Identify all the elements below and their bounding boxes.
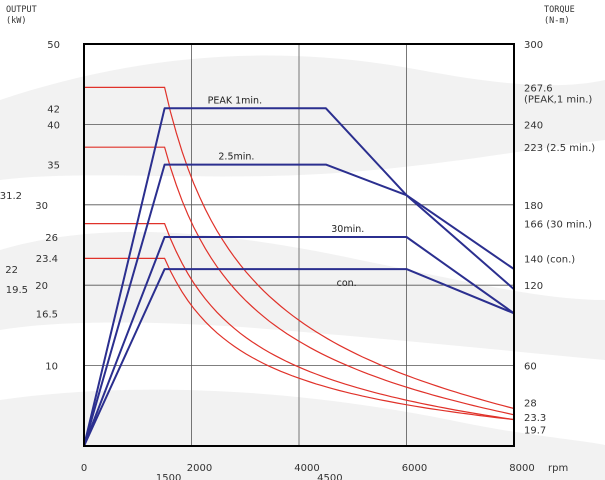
annotation-0: PEAK 1min. [208,95,262,106]
left-tick-12: 10 [45,362,58,373]
annotation-3: con. [337,278,357,289]
left-tick-8: 22 [5,265,18,276]
x-tick-3: 6000 [402,463,427,474]
right-axis-unit: (N-m) [544,16,570,26]
left-tick-1: 42 [47,104,60,115]
left-axis-ticks: 50 42 40 35 31.2 30 26 23.4 22 20 19.5 16.5 10 [0,40,60,373]
right-tick-3: 223 (2.5 min.) [524,143,595,154]
left-tick-0: 50 [47,40,60,51]
x-subtick-1: 4500 [317,473,342,480]
left-tick-11: 16.5 [36,309,58,320]
right-tick-10: 23.3 [524,413,546,424]
output-line-2 [83,236,515,447]
left-axis-unit: (kW) [6,16,26,26]
right-tick-5: 166 (30 min.) [524,220,592,231]
torque-curve-1 [84,146,515,416]
left-tick-5: 30 [35,201,48,212]
series-annotations: PEAK 1min. 2.5min. 30min. con. [208,95,365,289]
right-axis-ticks: 300 267.6(PEAK,1 min.) 240 223 (2.5 min.) 18… [524,40,595,437]
right-tick-sub-1: (PEAK,1 min.) [524,94,592,105]
torque-curve-3 [84,257,515,421]
left-tick-3: 35 [47,161,60,172]
output-line-3 [83,268,515,447]
x-tick-2: 4000 [294,463,319,474]
left-tick-4: 31.2 [0,191,22,202]
torque-curve-0 [84,86,515,410]
x-axis-unit: rpm [548,463,568,474]
background-texture [0,55,605,480]
right-tick-6: 140 (con.) [524,254,575,265]
x-axis-ticks: 0 2000 4000 6000 8000 1500 4500 [81,463,535,480]
annotation-2: 30min. [331,224,364,235]
series-lines [83,86,515,447]
right-tick-0: 300 [524,40,543,51]
right-tick-7: 120 [524,281,543,292]
right-tick-4: 180 [524,201,543,212]
right-tick-2: 240 [524,120,543,131]
right-tick-9: 28 [524,398,537,409]
left-tick-7: 23.4 [36,254,58,265]
grid-lines [84,44,514,446]
x-subtick-0: 1500 [156,473,181,480]
x-tick-4: 8000 [509,463,534,474]
left-axis-label: OUTPUT [6,5,37,15]
left-tick-6: 26 [45,233,58,244]
x-tick-1: 2000 [187,463,212,474]
left-tick-2: 40 [47,120,60,131]
plot-frame [83,43,515,447]
x-tick-0: 0 [81,463,87,474]
output-line-1 [83,163,515,447]
output-line-0 [83,107,515,447]
right-tick-11: 19.7 [524,426,546,437]
left-tick-10: 19.5 [6,285,28,296]
right-axis-label: TORQUE [544,5,575,15]
right-tick-8: 60 [524,362,537,373]
right-tick-1: 267.6 [524,83,553,94]
torque-curve-2 [84,223,515,421]
left-tick-9: 20 [35,281,48,292]
annotation-1: 2.5min. [218,152,254,163]
